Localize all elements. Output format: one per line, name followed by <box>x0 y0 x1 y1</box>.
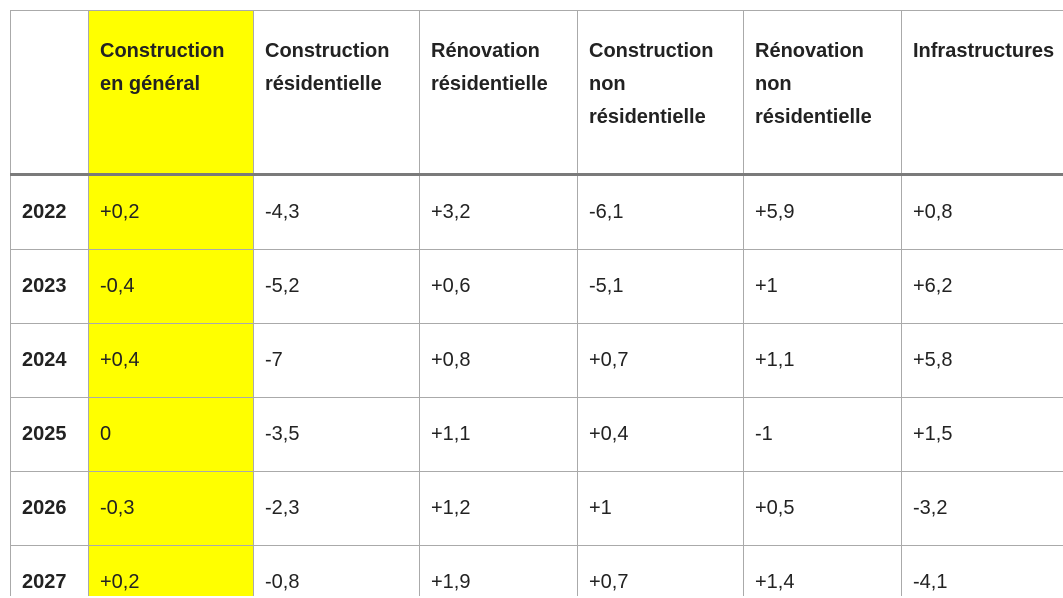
header-infrastructures-line-1: Infrastructures <box>913 40 1055 62</box>
value-cell-infrastructures: +0,8 <box>901 174 1063 250</box>
value-cell-infrastructures: +6,2 <box>901 249 1063 324</box>
year-cell: 2022 <box>10 174 89 250</box>
header-nonresidential-construction-line-1: Construction <box>589 40 714 62</box>
year-cell: 2024 <box>10 323 89 398</box>
year-cell: 2026 <box>10 471 89 546</box>
value-cell-residential-construction: -0,8 <box>253 545 420 596</box>
value-cell-nonresidential-construction: +0,7 <box>577 545 744 596</box>
table-row-2024: 2024 +0,4 -7 +0,8 +0,7 +1,1 +5,8 <box>10 323 1063 398</box>
value-cell-nonresidential-renovation: -1 <box>743 397 902 472</box>
header-nonresidential-construction-line-3: résidentielle <box>589 106 706 128</box>
header-residential-construction-line-1: Construction <box>265 40 390 62</box>
table-row-2025: 2025 0 -3,5 +1,1 +0,4 -1 +1,5 <box>10 397 1063 472</box>
value-cell-infrastructures: -3,2 <box>901 471 1063 546</box>
year-cell: 2027 <box>10 545 89 596</box>
table-body: 2022 +0,2 -4,3 +3,2 -6,1 +5,9 +0,8 2023 … <box>10 174 1063 596</box>
value-cell-general: -0,3 <box>88 471 254 546</box>
value-cell-residential-construction: -4,3 <box>253 174 420 250</box>
value-cell-residential-renovation: +0,6 <box>419 249 578 324</box>
value-cell-nonresidential-construction: +0,7 <box>577 323 744 398</box>
value-cell-general: -0,4 <box>88 249 254 324</box>
header-general-line-1: Construction <box>100 40 225 62</box>
header-nonresidential-renovation-line-2: non <box>755 73 792 95</box>
value-cell-nonresidential-renovation: +0,5 <box>743 471 902 546</box>
value-cell-residential-renovation: +1,9 <box>419 545 578 596</box>
value-cell-residential-renovation: +1,2 <box>419 471 578 546</box>
value-cell-residential-construction: -7 <box>253 323 420 398</box>
value-cell-nonresidential-construction: +0,4 <box>577 397 744 472</box>
table-row-2026: 2026 -0,3 -2,3 +1,2 +1 +0,5 -3,2 <box>10 471 1063 546</box>
header-nonresidential-renovation: Rénovation non résidentielle <box>743 10 902 176</box>
value-cell-residential-construction: -3,5 <box>253 397 420 472</box>
forecast-table-container: Construction en général Construction rés… <box>10 10 1063 596</box>
header-corner-cell <box>10 10 89 176</box>
table-header: Construction en général Construction rés… <box>10 10 1063 176</box>
table-row-2027: 2027 +0,2 -0,8 +1,9 +0,7 +1,4 -4,1 <box>10 545 1063 596</box>
value-cell-nonresidential-renovation: +1,1 <box>743 323 902 398</box>
value-cell-nonresidential-construction: -5,1 <box>577 249 744 324</box>
header-residential-construction: Construction résidentielle <box>253 10 420 176</box>
value-cell-residential-renovation: +1,1 <box>419 397 578 472</box>
year-cell: 2025 <box>10 397 89 472</box>
header-nonresidential-renovation-line-1: Rénovation <box>755 40 864 62</box>
value-cell-nonresidential-construction: -6,1 <box>577 174 744 250</box>
value-cell-general: 0 <box>88 397 254 472</box>
header-residential-renovation-line-1: Rénovation <box>431 40 540 62</box>
value-cell-infrastructures: -4,1 <box>901 545 1063 596</box>
header-general: Construction en général <box>88 10 254 176</box>
value-cell-nonresidential-renovation: +5,9 <box>743 174 902 250</box>
value-cell-residential-construction: -2,3 <box>253 471 420 546</box>
value-cell-infrastructures: +1,5 <box>901 397 1063 472</box>
header-row: Construction en général Construction rés… <box>10 10 1063 176</box>
value-cell-residential-construction: -5,2 <box>253 249 420 324</box>
forecast-table: Construction en général Construction rés… <box>10 10 1063 596</box>
value-cell-infrastructures: +5,8 <box>901 323 1063 398</box>
header-residential-construction-line-2: résidentielle <box>265 73 382 95</box>
table-row-2022: 2022 +0,2 -4,3 +3,2 -6,1 +5,9 +0,8 <box>10 174 1063 250</box>
header-residential-renovation-line-2: résidentielle <box>431 73 548 95</box>
header-residential-renovation: Rénovation résidentielle <box>419 10 578 176</box>
header-nonresidential-renovation-line-3: résidentielle <box>755 106 872 128</box>
value-cell-nonresidential-construction: +1 <box>577 471 744 546</box>
value-cell-nonresidential-renovation: +1 <box>743 249 902 324</box>
table-row-2023: 2023 -0,4 -5,2 +0,6 -5,1 +1 +6,2 <box>10 249 1063 324</box>
value-cell-general: +0,2 <box>88 174 254 250</box>
header-general-line-2: en général <box>100 73 201 95</box>
header-nonresidential-construction: Construction non résidentielle <box>577 10 744 176</box>
value-cell-general: +0,2 <box>88 545 254 596</box>
header-nonresidential-construction-line-2: non <box>589 73 626 95</box>
year-cell: 2023 <box>10 249 89 324</box>
value-cell-residential-renovation: +0,8 <box>419 323 578 398</box>
header-infrastructures: Infrastructures <box>901 10 1063 176</box>
value-cell-general: +0,4 <box>88 323 254 398</box>
value-cell-residential-renovation: +3,2 <box>419 174 578 250</box>
value-cell-nonresidential-renovation: +1,4 <box>743 545 902 596</box>
